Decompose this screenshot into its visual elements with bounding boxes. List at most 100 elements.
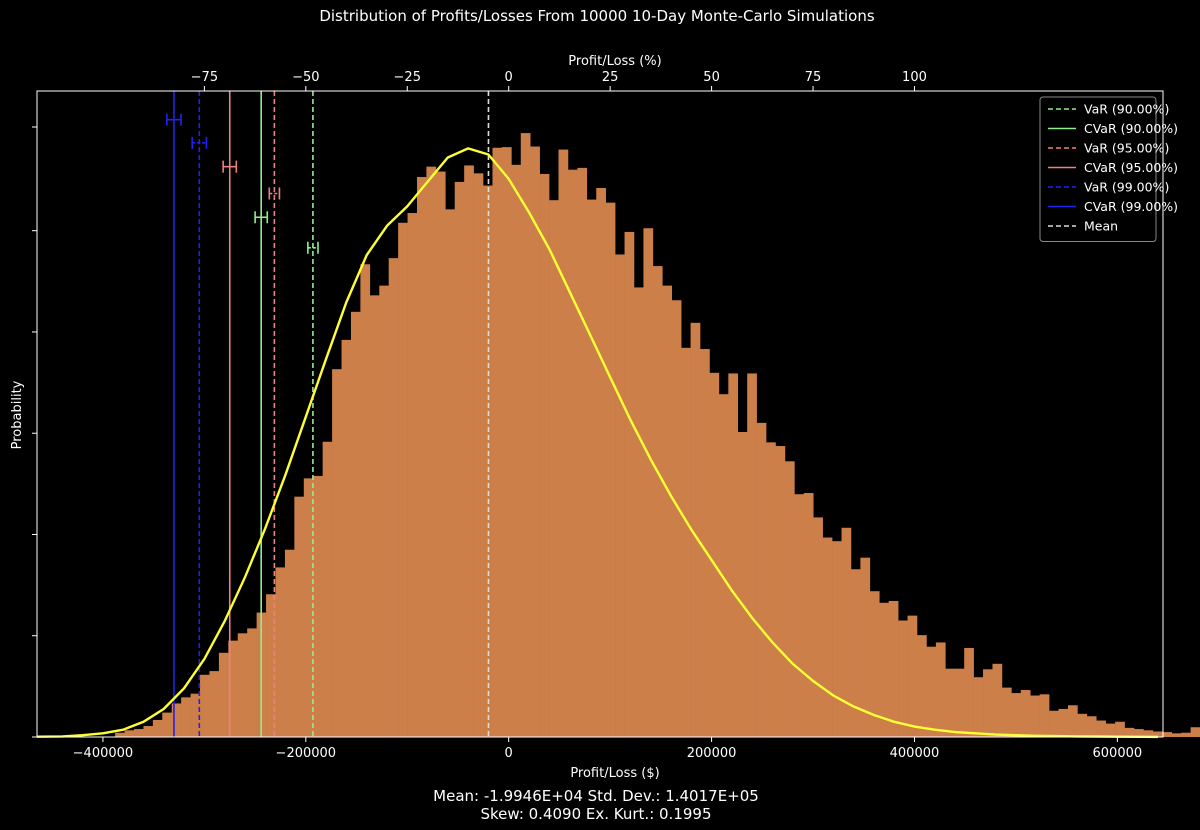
histogram-bar xyxy=(275,567,286,737)
histogram-bar xyxy=(964,647,974,737)
histogram-bar xyxy=(464,165,474,737)
histogram-bar xyxy=(737,432,748,737)
histogram-bar xyxy=(1190,727,1200,737)
histogram-bar xyxy=(284,549,295,737)
histogram-bar xyxy=(775,446,786,737)
histogram-bar xyxy=(388,258,399,737)
histogram-bar xyxy=(643,228,654,737)
confidence-marker xyxy=(254,211,269,224)
histogram-bar xyxy=(1049,710,1059,737)
histogram-bar xyxy=(435,171,446,737)
histogram-bar xyxy=(416,177,427,737)
histogram-bar xyxy=(1001,687,1012,737)
histogram-bar xyxy=(935,642,946,737)
histogram-bar xyxy=(539,173,550,738)
histogram-bar xyxy=(615,254,625,738)
histogram-bar xyxy=(728,373,739,737)
confidence-marker xyxy=(166,113,182,126)
histogram-bar xyxy=(341,339,352,737)
histogram-bar xyxy=(162,712,173,737)
histogram-bar xyxy=(690,322,701,737)
top-tick-label: 25 xyxy=(602,70,619,85)
legend-box xyxy=(1039,96,1157,242)
histogram-bar xyxy=(398,222,408,737)
histogram-bar xyxy=(992,663,1003,737)
legend-entry: VaR (90.00%) xyxy=(1084,102,1169,117)
histogram-bar xyxy=(841,527,852,737)
histogram-bar xyxy=(1030,695,1040,737)
histogram-bar xyxy=(501,147,512,737)
histogram-bar xyxy=(983,669,993,737)
top-tick-label: 75 xyxy=(805,70,822,85)
histogram-bar xyxy=(549,200,559,737)
histogram-bar xyxy=(756,422,767,737)
confidence-marker xyxy=(191,136,208,149)
histogram-bar xyxy=(247,628,257,737)
histogram-bar xyxy=(228,640,239,737)
histogram-bar xyxy=(681,347,691,737)
top-tick-label: 0 xyxy=(505,70,513,85)
histogram-bar xyxy=(181,697,191,737)
histogram-bar xyxy=(454,181,465,737)
histogram-bar xyxy=(190,693,201,737)
histogram-bar xyxy=(766,442,776,737)
histogram-bar xyxy=(332,369,342,737)
histogram-bar xyxy=(313,475,323,737)
histogram-bar xyxy=(596,188,606,737)
histogram-bar xyxy=(369,295,380,737)
histogram-bar xyxy=(813,517,823,737)
y-ticks xyxy=(32,126,37,738)
histogram-bar xyxy=(294,496,305,737)
histogram-bar xyxy=(1105,723,1116,737)
top-tick-label: −75 xyxy=(191,70,218,85)
histogram-bar xyxy=(200,674,210,737)
histogram-bar xyxy=(822,537,833,737)
y-axis-label: Probability xyxy=(10,380,25,449)
confidence-markers xyxy=(166,113,319,254)
histogram-bar xyxy=(567,169,578,737)
x-tick-label: 400000 xyxy=(890,746,940,761)
legend-entry: CVaR (90.00%) xyxy=(1084,121,1178,136)
kde-curve xyxy=(36,147,1158,739)
legend-entry: Mean xyxy=(1084,219,1118,234)
histogram-bar xyxy=(171,703,182,737)
bottom-x-ticks: −400000 −200000 0 200000 400000 600000 xyxy=(73,737,1143,761)
histogram-bar xyxy=(671,300,682,737)
histogram-bar xyxy=(888,600,899,737)
histogram-bar xyxy=(869,591,880,737)
histogram-bar xyxy=(360,264,371,737)
x-tick-label: 600000 xyxy=(1093,746,1143,761)
chart-title: Distribution of Profits/Losses From 1000… xyxy=(319,7,875,25)
histogram-bar xyxy=(218,652,229,737)
confidence-marker xyxy=(222,160,238,173)
histogram-bar xyxy=(1096,720,1106,737)
confidence-marker xyxy=(268,187,281,200)
histogram-bar xyxy=(303,478,314,737)
histogram-bar xyxy=(426,166,437,737)
histogram-bar xyxy=(530,146,540,737)
histogram-bar xyxy=(907,615,918,737)
histogram-bar xyxy=(492,147,503,738)
histogram-bar xyxy=(511,164,522,737)
x-tick-label: 0 xyxy=(505,746,513,761)
histogram-bar xyxy=(652,266,663,737)
histogram-bar xyxy=(115,732,125,737)
histogram-bar xyxy=(445,209,456,738)
histogram-bar xyxy=(803,493,814,737)
histogram-bar xyxy=(558,149,569,737)
histogram-bar xyxy=(954,668,965,737)
x-tick-label: 200000 xyxy=(687,746,737,761)
histogram-bar xyxy=(860,557,871,737)
histogram-bar xyxy=(1181,732,1191,737)
histogram-bar xyxy=(124,730,135,737)
histogram-bar xyxy=(209,671,220,737)
histogram-bar xyxy=(917,635,927,737)
histogram-bar xyxy=(1152,731,1163,737)
top-tick-label: 100 xyxy=(902,70,927,85)
legend-entry: VaR (99.00%) xyxy=(1084,180,1169,195)
histogram-bar xyxy=(718,394,729,737)
histogram-bar xyxy=(700,349,710,737)
top-x-axis-label: Profit/Loss (%) xyxy=(568,54,661,69)
histogram-bar xyxy=(1143,730,1154,737)
histogram-bar xyxy=(926,646,937,737)
